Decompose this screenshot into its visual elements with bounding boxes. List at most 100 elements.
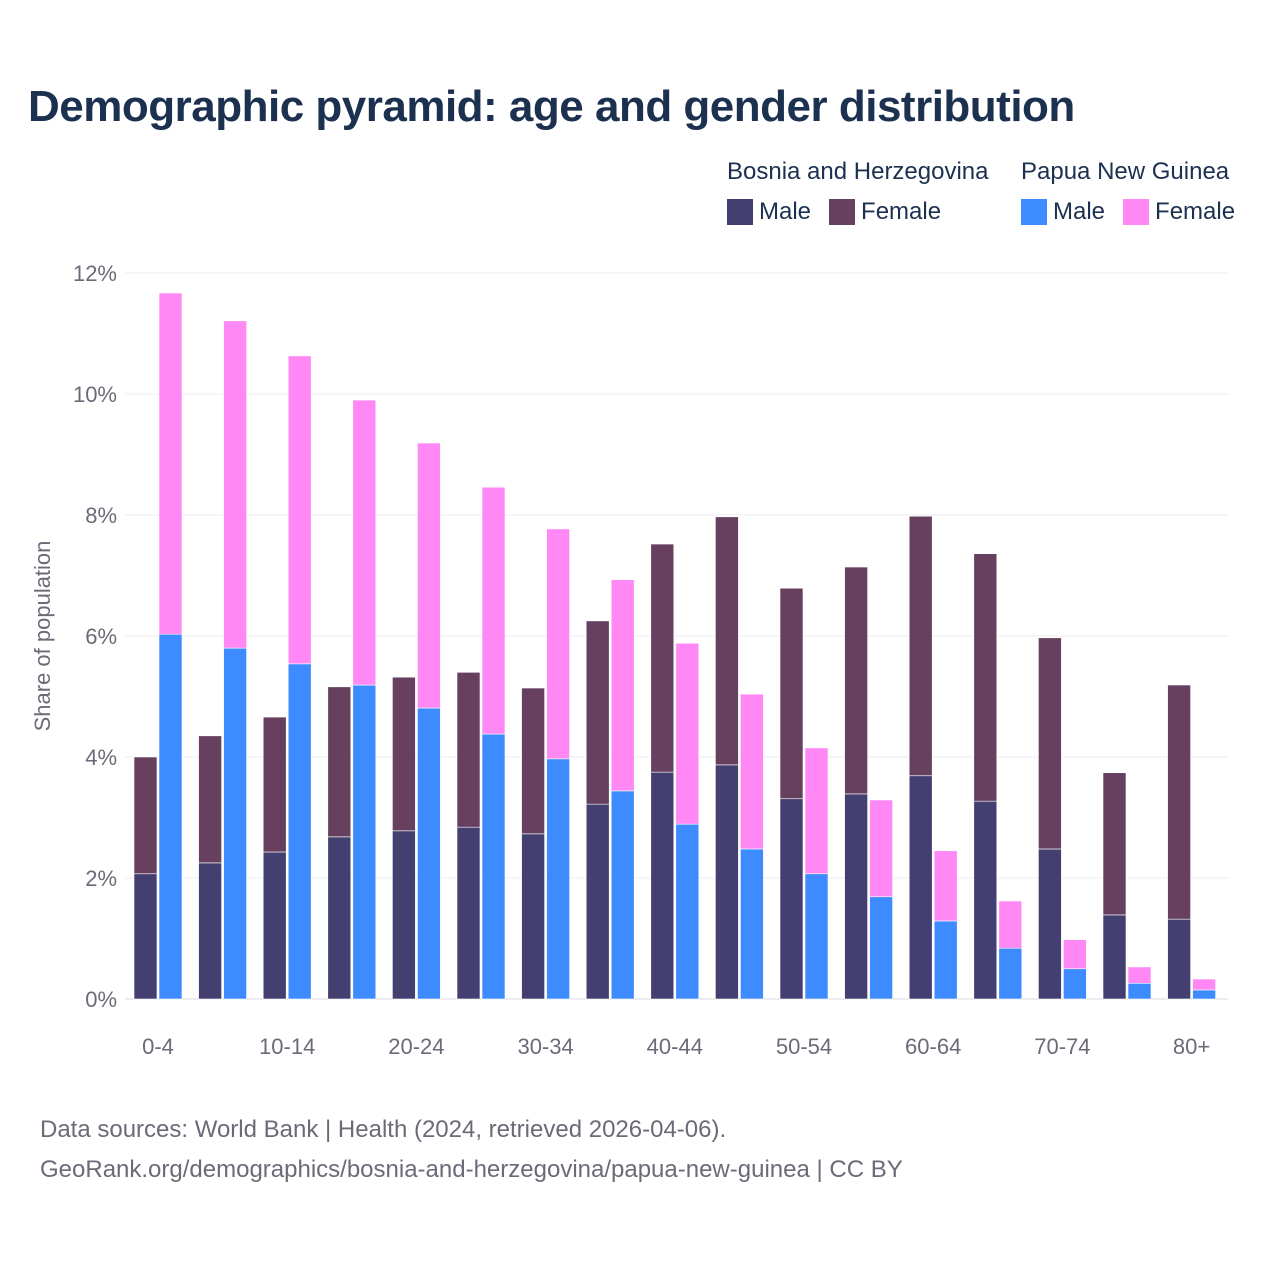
bar-papua-new-guinea-female-40-44 <box>675 642 700 825</box>
bar-bosnia-and-herzegovina-female-5-9 <box>198 735 222 864</box>
y-tick-label: 0% <box>85 987 117 1012</box>
bar-bosnia-and-herzegovina-female-55-59 <box>844 566 868 795</box>
y-tick-label: 12% <box>73 261 117 286</box>
x-tick-label: 0-4 <box>142 1034 174 1059</box>
y-tick-label: 8% <box>85 503 117 528</box>
bar-papua-new-guinea-male-80+ <box>1192 989 1216 1000</box>
bar-papua-new-guinea-female-20-24 <box>417 442 441 709</box>
x-tick-label: 80+ <box>1173 1034 1210 1059</box>
bar-bosnia-and-herzegovina-female-50-54 <box>779 587 804 800</box>
bar-bosnia-and-herzegovina-female-15-19 <box>327 686 352 838</box>
bar-bosnia-and-herzegovina-male-80+ <box>1167 918 1191 1000</box>
legend-swatch <box>829 199 856 225</box>
bar-papua-new-guinea-male-35-39 <box>610 790 635 1000</box>
legend-swatch <box>1123 199 1150 225</box>
source-text: Data sources: World Bank | Health (2024,… <box>40 1116 727 1143</box>
y-tick-label: 10% <box>73 382 117 407</box>
bar-bosnia-and-herzegovina-male-0-4 <box>133 873 158 1000</box>
y-tick-label: 2% <box>85 866 117 891</box>
bar-bosnia-and-herzegovina-female-35-39 <box>585 620 610 805</box>
bar-papua-new-guinea-male-5-9 <box>223 647 247 1000</box>
bar-papua-new-guinea-male-55-59 <box>869 896 893 1000</box>
bar-bosnia-and-herzegovina-male-20-24 <box>392 830 416 1000</box>
bar-papua-new-guinea-female-80+ <box>1192 978 1216 991</box>
bar-papua-new-guinea-female-55-59 <box>869 799 893 898</box>
bar-papua-new-guinea-male-65-69 <box>998 947 1023 1000</box>
legend-label: Male <box>759 198 812 225</box>
bar-papua-new-guinea-male-60-64 <box>933 920 958 1000</box>
bar-papua-new-guinea-female-45-49 <box>740 693 764 850</box>
bar-bosnia-and-herzegovina-female-20-24 <box>392 676 416 832</box>
legend-item-bih-male[interactable]: Male <box>727 198 811 226</box>
bar-bosnia-and-herzegovina-female-80+ <box>1167 684 1191 920</box>
bar-papua-new-guinea-male-25-29 <box>481 733 506 1000</box>
bar-bosnia-and-herzegovina-male-50-54 <box>779 798 804 1000</box>
bar-papua-new-guinea-female-15-19 <box>352 399 377 686</box>
bar-papua-new-guinea-male-75-79 <box>1127 982 1152 1000</box>
chart-title: Demographic pyramid: age and gender dist… <box>28 82 1075 131</box>
y-tick-label: 4% <box>85 745 117 770</box>
x-tick-label: 40-44 <box>647 1034 703 1059</box>
bar-bosnia-and-herzegovina-male-10-14 <box>262 851 287 1000</box>
bar-papua-new-guinea-female-5-9 <box>223 320 247 649</box>
bar-papua-new-guinea-female-60-64 <box>933 850 958 922</box>
x-tick-label: 10-14 <box>259 1034 315 1059</box>
legend-label: Female <box>861 198 942 225</box>
bar-bosnia-and-herzegovina-male-15-19 <box>327 836 352 1000</box>
legend-swatch <box>1021 199 1047 225</box>
bar-papua-new-guinea-female-30-34 <box>546 528 570 760</box>
bar-papua-new-guinea-male-15-19 <box>352 684 377 1000</box>
bar-bosnia-and-herzegovina-female-25-29 <box>456 671 481 828</box>
legend-item-png-male[interactable]: Male <box>1021 198 1105 226</box>
legend-item-bih-female[interactable]: Female <box>829 198 941 226</box>
bar-papua-new-guinea-male-40-44 <box>675 823 700 1000</box>
bar-bosnia-and-herzegovina-male-75-79 <box>1102 914 1127 1000</box>
legend-png: Papua New Guinea Male Female <box>1021 158 1235 226</box>
bar-bosnia-and-herzegovina-female-40-44 <box>650 543 675 773</box>
credit-text[interactable]: GeoRank.org/demographics/bosnia-and-herz… <box>40 1156 903 1183</box>
bar-bosnia-and-herzegovina-male-35-39 <box>585 803 610 1000</box>
bar-papua-new-guinea-male-70-74 <box>1063 968 1087 1000</box>
y-tick-label: 6% <box>85 624 117 649</box>
bar-papua-new-guinea-female-10-14 <box>287 355 312 665</box>
bar-bosnia-and-herzegovina-male-30-34 <box>521 833 545 1000</box>
bar-papua-new-guinea-male-45-49 <box>740 848 764 1000</box>
bar-bosnia-and-herzegovina-female-10-14 <box>262 716 287 853</box>
bar-bosnia-and-herzegovina-male-5-9 <box>198 862 222 1000</box>
bar-papua-new-guinea-male-30-34 <box>546 758 570 1000</box>
bar-bosnia-and-herzegovina-male-25-29 <box>456 826 481 1000</box>
legend-label: Male <box>1053 198 1106 225</box>
bar-papua-new-guinea-male-20-24 <box>417 707 441 1000</box>
legend-swatch <box>727 199 753 225</box>
legend-country-label: Papua New Guinea <box>1021 158 1230 185</box>
bar-papua-new-guinea-female-50-54 <box>804 747 829 875</box>
bar-bosnia-and-herzegovina-male-45-49 <box>715 764 739 1000</box>
bar-bosnia-and-herzegovina-female-45-49 <box>715 516 739 766</box>
bar-bosnia-and-herzegovina-male-65-69 <box>973 800 998 1000</box>
legend-bosnia: Bosnia and Herzegovina Male Female <box>727 158 989 226</box>
x-tick-label: 30-34 <box>517 1034 573 1059</box>
bar-bosnia-and-herzegovina-female-0-4 <box>133 756 158 875</box>
bar-bosnia-and-herzegovina-male-40-44 <box>650 771 675 1000</box>
bar-papua-new-guinea-male-10-14 <box>287 663 312 1000</box>
legend-country-label: Bosnia and Herzegovina <box>727 158 989 185</box>
bar-papua-new-guinea-female-75-79 <box>1127 966 1152 984</box>
bar-bosnia-and-herzegovina-male-60-64 <box>908 775 933 1000</box>
bar-papua-new-guinea-female-65-69 <box>998 900 1023 949</box>
bar-papua-new-guinea-female-35-39 <box>610 579 635 792</box>
legend-item-png-female[interactable]: Female <box>1123 198 1235 226</box>
x-tick-label: 70-74 <box>1034 1034 1090 1059</box>
bar-bosnia-and-herzegovina-male-70-74 <box>1038 848 1062 1000</box>
legend-label: Female <box>1155 198 1236 225</box>
bar-bosnia-and-herzegovina-female-30-34 <box>521 687 545 835</box>
bar-papua-new-guinea-female-25-29 <box>481 486 506 735</box>
x-tick-label: 50-54 <box>776 1034 832 1059</box>
bar-papua-new-guinea-male-50-54 <box>804 873 829 1000</box>
bar-bosnia-and-herzegovina-female-70-74 <box>1038 637 1062 850</box>
bar-bosnia-and-herzegovina-female-65-69 <box>973 553 998 802</box>
bar-bosnia-and-herzegovina-male-55-59 <box>844 793 868 1000</box>
x-tick-label: 20-24 <box>388 1034 444 1059</box>
bar-bosnia-and-herzegovina-female-75-79 <box>1102 772 1127 916</box>
bar-papua-new-guinea-female-0-4 <box>158 292 183 635</box>
